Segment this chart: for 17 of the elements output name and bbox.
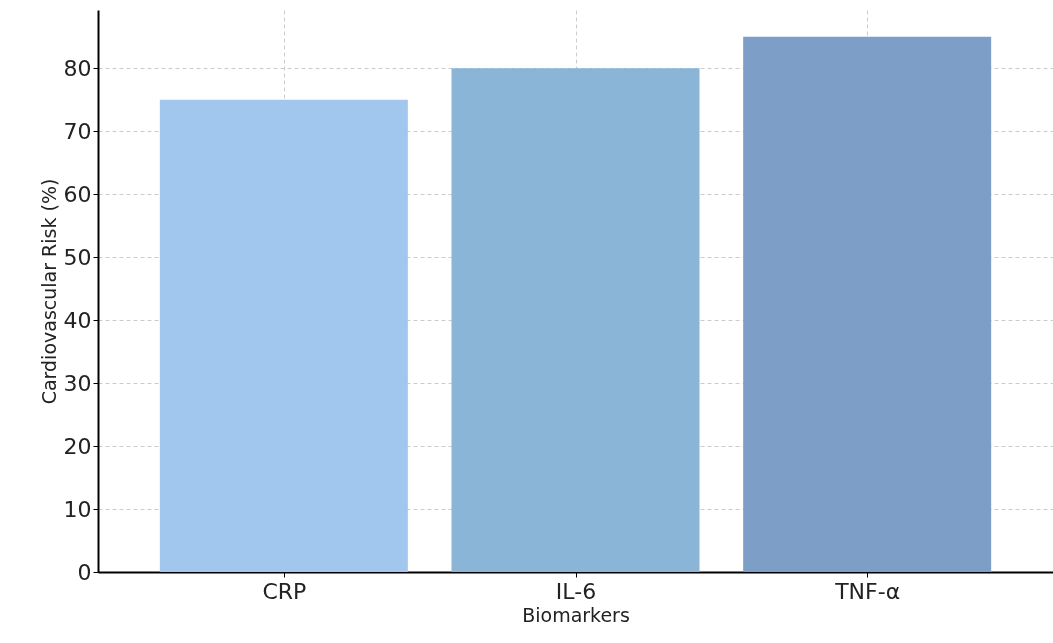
bar [159,99,408,572]
x-tick-label: TNF-α [834,578,901,604]
y-tick-label: 30 [63,370,92,396]
y-axis-title: Cardiovascular Risk (%) [37,178,60,405]
x-tick-label: IL-6 [555,578,597,604]
x-tick-label: CRP [262,578,307,604]
y-tick-label: 60 [63,181,92,207]
bar [743,36,992,572]
y-tick-label: 70 [63,118,92,144]
y-tick-label: 0 [77,559,92,585]
y-tick-label: 50 [63,244,92,270]
y-tick-label: 20 [63,433,92,459]
x-axis-title: Biomarkers [522,603,630,626]
y-tick-label: 10 [63,496,92,522]
y-tick-label: 80 [63,55,92,81]
bar [451,68,700,572]
y-tick-label: 40 [63,307,92,333]
